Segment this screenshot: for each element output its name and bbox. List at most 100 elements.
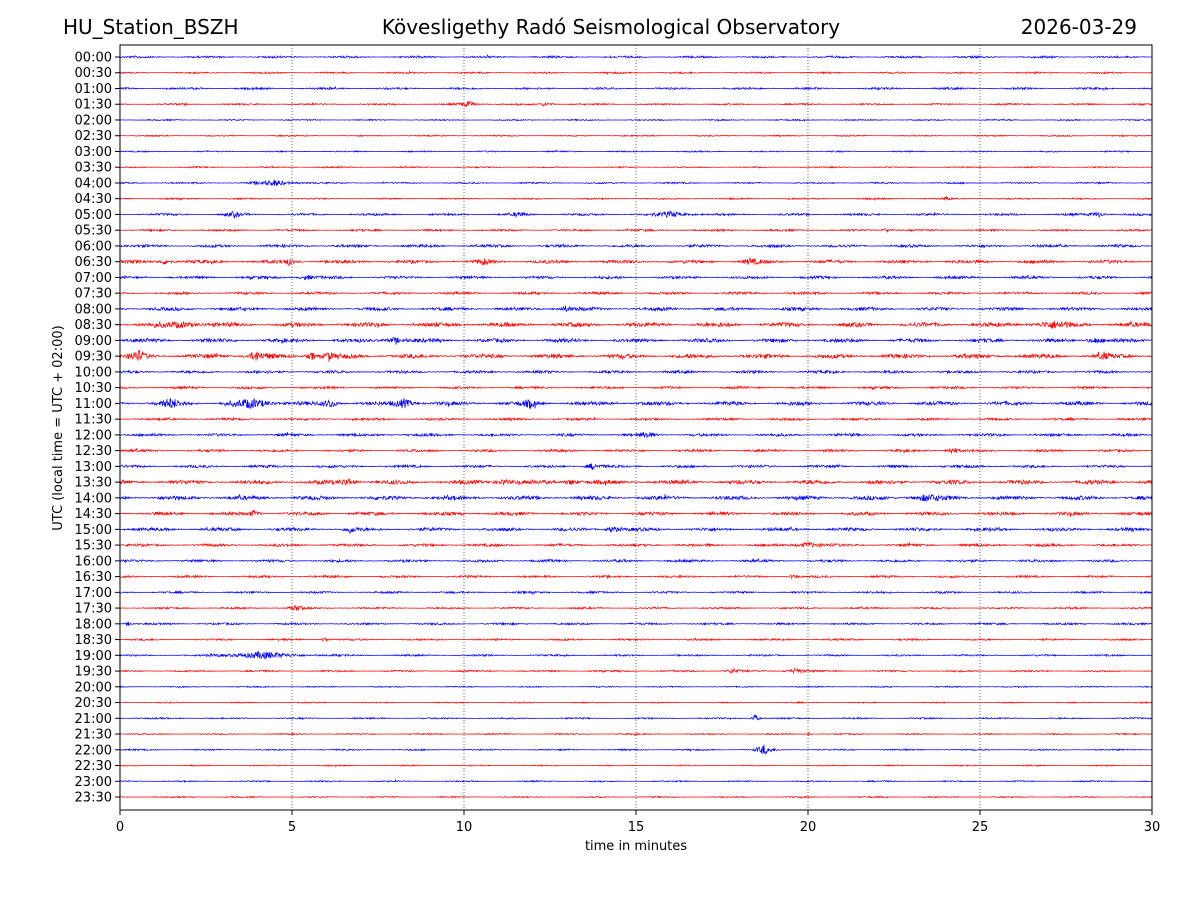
x-axis-label: time in minutes [585, 839, 687, 854]
x-tick-label: 25 [972, 820, 989, 835]
y-tick-label: 14:30 [75, 507, 112, 522]
trace-2130 [119, 731, 1153, 737]
y-tick-label: 22:30 [75, 759, 112, 774]
trace-0200 [119, 118, 1153, 123]
y-tick-label: 23:30 [75, 791, 112, 806]
trace-1300 [119, 463, 1153, 471]
trace-1200 [119, 432, 1153, 439]
trace-1100 [119, 397, 1153, 410]
y-tick-label: 13:30 [75, 476, 112, 491]
grid-lines [291, 45, 981, 810]
y-tick-label: 00:30 [75, 66, 112, 81]
x-tick-label: 20 [800, 820, 817, 835]
x-tick-label: 15 [628, 820, 645, 835]
y-axis-label: UTC (local time = UTC + 02:00) [51, 325, 66, 530]
y-tick-label: 07:00 [75, 271, 112, 286]
y-tick-label: 11:00 [75, 397, 112, 412]
chart-title: Kövesligethy Radó Seismological Observat… [381, 15, 841, 39]
y-tick-label: 21:00 [75, 712, 112, 727]
trace-0400 [119, 179, 1153, 187]
trace-0900 [119, 337, 1153, 345]
trace-1800 [119, 621, 1153, 627]
x-tick-label: 30 [1144, 820, 1161, 835]
trace-0430 [119, 196, 1153, 202]
trace-1130 [119, 416, 1153, 422]
y-tick-label: 05:00 [75, 208, 112, 223]
y-tick-label: 14:00 [75, 491, 112, 506]
trace-0030 [119, 70, 1153, 76]
trace-0800 [119, 305, 1153, 313]
y-tick-label: 06:30 [75, 255, 112, 270]
trace-2200 [119, 744, 1153, 755]
y-tick-label: 19:00 [75, 649, 112, 664]
trace-1030 [119, 385, 1153, 391]
x-tick-label: 10 [456, 820, 473, 835]
trace-0100 [119, 86, 1153, 92]
y-tick-label: 03:00 [75, 145, 112, 160]
trace-1430 [119, 509, 1153, 517]
trace-0500 [119, 210, 1153, 219]
y-tick-label: 08:30 [75, 318, 112, 333]
y-tick-label: 02:30 [75, 129, 112, 144]
y-tick-label: 04:00 [75, 176, 112, 191]
trace-1930 [119, 667, 1153, 675]
trace-1330 [119, 478, 1153, 486]
y-tick-label: 15:30 [75, 539, 112, 554]
y-tick-label: 12:30 [75, 444, 112, 459]
y-tick-label: 08:00 [75, 302, 112, 317]
date-label: 2026-03-29 [1020, 15, 1137, 39]
y-tick-label: 01:00 [75, 82, 112, 97]
y-tick-label: 01:30 [75, 98, 112, 113]
y-tick-label: 03:30 [75, 161, 112, 176]
trace-0530 [119, 227, 1153, 234]
trace-2230 [119, 764, 1153, 768]
y-tick-label: 17:00 [75, 586, 112, 601]
trace-0700 [119, 274, 1153, 281]
trace-1000 [119, 369, 1153, 375]
y-tick-label: 18:30 [75, 633, 112, 648]
x-axis-ticks: 0 5 10 15 20 25 30 [116, 810, 1160, 835]
trace-1700 [119, 589, 1153, 596]
trace-0330 [119, 165, 1153, 169]
y-tick-label: 23:00 [75, 775, 112, 790]
y-tick-label: 10:30 [75, 381, 112, 396]
y-axis-ticks: 00:0000:3001:0001:3002:0002:3003:0003:30… [75, 51, 120, 806]
trace-0300 [119, 149, 1153, 154]
trace-1830 [119, 637, 1153, 642]
trace-1400 [119, 493, 1153, 502]
trace-0830 [119, 320, 1153, 329]
y-tick-label: 06:00 [75, 239, 112, 254]
y-tick-label: 10:00 [75, 365, 112, 380]
trace-0000 [119, 54, 1153, 60]
trace-1530 [119, 541, 1153, 548]
x-tick-label: 0 [116, 820, 124, 835]
trace-0130 [119, 101, 1153, 107]
y-tick-label: 16:30 [75, 570, 112, 585]
y-tick-label: 20:00 [75, 680, 112, 695]
trace-1600 [119, 558, 1152, 564]
trace-2030 [119, 701, 1153, 705]
x-tick-label: 5 [288, 820, 296, 835]
y-tick-label: 22:00 [75, 743, 112, 758]
trace-0630 [119, 257, 1153, 266]
y-tick-label: 16:00 [75, 554, 112, 569]
y-tick-label: 09:30 [75, 350, 112, 365]
y-tick-label: 07:30 [75, 287, 112, 302]
traces [119, 54, 1153, 800]
trace-1230 [119, 447, 1153, 454]
trace-0230 [119, 134, 1153, 138]
y-tick-label: 12:00 [75, 428, 112, 443]
y-tick-label: 21:30 [75, 728, 112, 743]
y-tick-label: 17:30 [75, 602, 112, 617]
trace-2300 [119, 778, 1153, 783]
y-tick-label: 19:30 [75, 665, 112, 680]
trace-1500 [119, 526, 1153, 535]
trace-0930 [119, 349, 1153, 363]
y-tick-label: 02:00 [75, 113, 112, 128]
station-label: HU_Station_BSZH [63, 15, 239, 39]
trace-2330 [119, 795, 1153, 800]
trace-2100 [119, 714, 1153, 721]
y-tick-label: 15:00 [75, 523, 112, 538]
y-tick-label: 20:30 [75, 696, 112, 711]
y-tick-label: 11:30 [75, 413, 112, 428]
